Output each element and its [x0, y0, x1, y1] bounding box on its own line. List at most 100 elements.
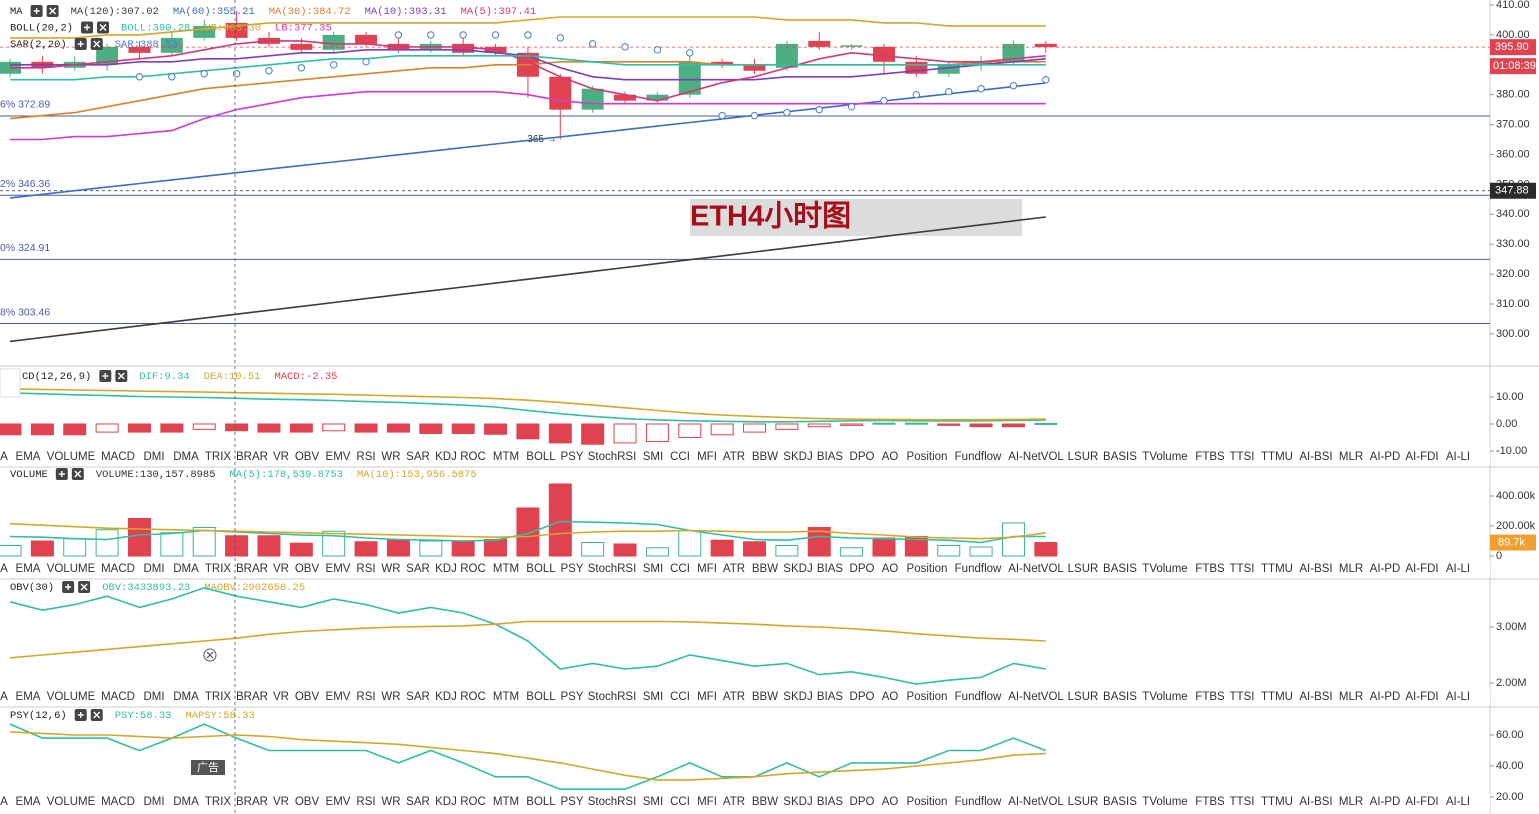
indicator-tab[interactable]: AI-LI — [1446, 691, 1470, 703]
indicator-tab[interactable]: PSY — [560, 563, 583, 575]
indicator-tab[interactable]: MACD — [101, 451, 135, 463]
indicator-tab[interactable]: EMV — [326, 796, 351, 808]
indicator-tab[interactable]: PSY — [560, 451, 583, 463]
indicator-tab[interactable]: ROC — [460, 691, 486, 703]
indicator-tab[interactable]: AO — [882, 563, 899, 575]
indicator-tab[interactable]: CCI — [670, 451, 690, 463]
indicator-tab[interactable]: EMV — [326, 451, 351, 463]
indicator-tab[interactable]: RSI — [356, 796, 375, 808]
indicator-tab[interactable]: VOLUME — [47, 563, 96, 575]
indicator-tab[interactable]: MTM — [493, 563, 519, 575]
indicator-tab[interactable]: BASIS — [1103, 691, 1137, 703]
indicator-tab[interactable]: StochRSI — [588, 451, 637, 463]
indicator-tab[interactable]: KDJ — [435, 563, 457, 575]
indicator-tab[interactable]: TTSI — [1230, 563, 1255, 575]
indicator-tab[interactable]: BBW — [752, 451, 778, 463]
indicator-tab[interactable]: DPO — [850, 796, 875, 808]
indicator-tab[interactable]: MLR — [1339, 563, 1363, 575]
indicator-tab[interactable]: BBW — [752, 796, 778, 808]
indicator-tab[interactable]: BOLL — [526, 691, 556, 703]
indicator-tab[interactable]: WR — [381, 563, 400, 575]
indicator-tab[interactable]: MFI — [697, 796, 717, 808]
indicator-tab[interactable]: EMA — [16, 451, 41, 463]
indicator-tab[interactable]: TVolume — [1142, 451, 1187, 463]
indicator-tab[interactable]: Fundflow — [955, 563, 1002, 575]
indicator-tab[interactable]: TVolume — [1142, 691, 1187, 703]
indicator-tab[interactable]: AO — [882, 451, 899, 463]
indicator-tab[interactable]: MFI — [697, 691, 717, 703]
indicator-tab[interactable]: VR — [273, 796, 289, 808]
indicator-tab[interactable]: SKDJ — [783, 563, 812, 575]
indicator-tab[interactable]: DMI — [143, 796, 164, 808]
indicator-tab[interactable]: AI-BSI — [1299, 563, 1332, 575]
indicator-tab[interactable]: TVolume — [1142, 796, 1187, 808]
indicator-tab[interactable]: AO — [882, 691, 899, 703]
indicator-tab[interactable]: MTM — [493, 691, 519, 703]
indicator-tab[interactable]: DPO — [850, 563, 875, 575]
indicator-tab[interactable]: WR — [381, 796, 400, 808]
indicator-tab[interactable]: AI-PD — [1370, 451, 1401, 463]
indicator-tab[interactable]: ROC — [460, 451, 486, 463]
indicator-tab[interactable]: TTMU — [1261, 563, 1293, 575]
indicator-tab[interactable]: DMA — [173, 451, 199, 463]
indicator-tab[interactable]: FTBS — [1195, 451, 1225, 463]
indicator-tab[interactable]: MFI — [697, 451, 717, 463]
indicator-tab[interactable]: DMA — [173, 796, 199, 808]
indicator-tab[interactable]: ROC — [460, 563, 486, 575]
indicator-tab[interactable]: BRAR — [236, 451, 268, 463]
indicator-tab[interactable]: TVolume — [1142, 563, 1187, 575]
indicator-tab[interactable]: SAR — [406, 451, 430, 463]
indicator-tab[interactable]: VOLUME — [47, 691, 96, 703]
indicator-tab[interactable]: BRAR — [236, 691, 268, 703]
indicator-tab[interactable]: OBV — [295, 691, 320, 703]
indicator-tab[interactable]: SMI — [643, 451, 663, 463]
indicator-tab[interactable]: VR — [273, 691, 289, 703]
indicator-tab[interactable]: TRIX — [205, 451, 232, 463]
indicator-tab[interactable]: FTBS — [1195, 796, 1225, 808]
indicator-tab[interactable]: DMI — [143, 563, 164, 575]
indicator-tab[interactable]: CCI — [670, 796, 690, 808]
indicator-tab[interactable]: TTSI — [1230, 691, 1255, 703]
indicator-tab[interactable]: A — [0, 451, 8, 463]
indicator-tab[interactable]: KDJ — [435, 796, 457, 808]
indicator-tab[interactable]: EMV — [326, 563, 351, 575]
indicator-tab[interactable]: A — [0, 691, 8, 703]
indicator-tab[interactable]: MLR — [1339, 691, 1363, 703]
indicator-tab[interactable]: VR — [273, 451, 289, 463]
indicator-tab[interactable]: AI-BSI — [1299, 691, 1332, 703]
indicator-tab[interactable]: EMV — [326, 691, 351, 703]
indicator-tab[interactable]: EMA — [16, 691, 41, 703]
indicator-tab[interactable]: AI-BSI — [1299, 451, 1332, 463]
indicator-tab[interactable]: RSI — [356, 691, 375, 703]
indicator-tab[interactable]: TTSI — [1230, 796, 1255, 808]
indicator-tab[interactable]: DMI — [143, 451, 164, 463]
indicator-tab[interactable]: AI-PD — [1370, 691, 1401, 703]
indicator-tab[interactable]: TTMU — [1261, 451, 1293, 463]
indicator-tab[interactable]: VOLUME — [47, 796, 96, 808]
indicator-tab[interactable]: ATR — [723, 451, 745, 463]
indicator-tab[interactable]: MACD — [101, 796, 135, 808]
indicator-tab[interactable]: Position — [907, 451, 948, 463]
indicator-tab[interactable]: KDJ — [435, 451, 457, 463]
indicator-tab[interactable]: TTSI — [1230, 451, 1255, 463]
indicator-tab[interactable]: SAR — [406, 691, 430, 703]
indicator-tab[interactable]: BRAR — [236, 796, 268, 808]
indicator-tab[interactable]: ATR — [723, 796, 745, 808]
indicator-tab[interactable]: Position — [907, 796, 948, 808]
indicator-tab[interactable]: ATR — [723, 691, 745, 703]
indicator-tab[interactable]: LSUR — [1068, 563, 1099, 575]
indicator-tab[interactable]: FTBS — [1195, 563, 1225, 575]
indicator-tab[interactable]: MACD — [101, 563, 135, 575]
indicator-tab[interactable]: StochRSI — [588, 563, 637, 575]
indicator-tab[interactable]: VR — [273, 563, 289, 575]
indicator-tab[interactable]: SKDJ — [783, 451, 812, 463]
indicator-tab[interactable]: Position — [907, 563, 948, 575]
indicator-tab[interactable]: OBV — [295, 796, 320, 808]
indicator-tab[interactable]: SMI — [643, 796, 663, 808]
indicator-tab[interactable]: RSI — [356, 563, 375, 575]
indicator-tab[interactable]: BRAR — [236, 563, 268, 575]
indicator-tab[interactable]: BBW — [752, 691, 778, 703]
indicator-tab[interactable]: A — [0, 563, 8, 575]
indicator-tab[interactable]: TRIX — [205, 691, 232, 703]
indicator-tab[interactable]: BBW — [752, 563, 778, 575]
